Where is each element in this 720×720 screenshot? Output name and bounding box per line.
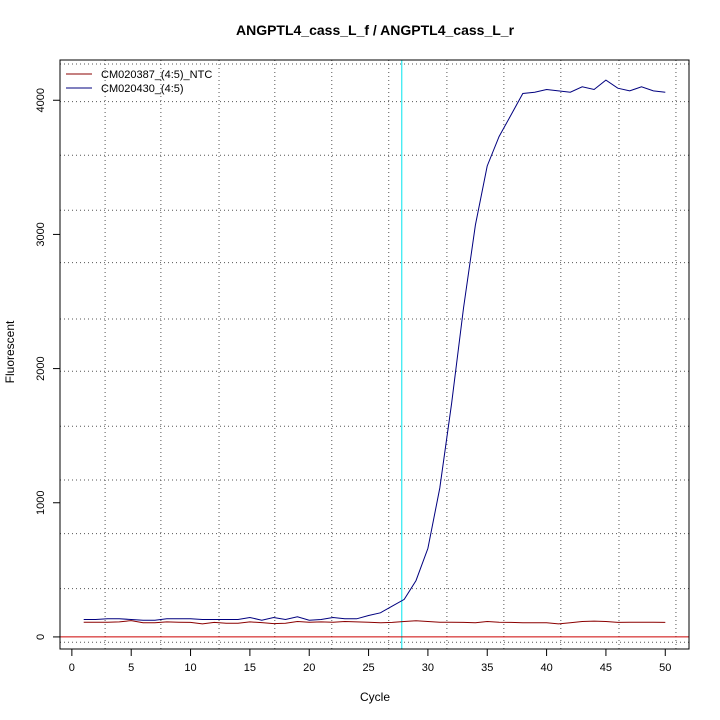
y-tick-label: 3000 <box>35 222 47 246</box>
x-tick-label: 25 <box>362 662 374 674</box>
y-tick-label: 4000 <box>35 88 47 112</box>
x-tick-label: 45 <box>600 662 612 674</box>
x-tick-label: 5 <box>128 662 134 674</box>
x-tick-label: 20 <box>303 662 315 674</box>
x-tick-label: 35 <box>481 662 493 674</box>
y-tick-label: 0 <box>35 634 47 640</box>
x-axis-label: Cycle <box>360 690 390 704</box>
chart-title: ANGPTL4_cass_L_f / ANGPTL4_cass_L_r <box>236 22 515 38</box>
legend: CM020387_(4:5)_NTC CM020430_(4:5) <box>66 69 212 95</box>
x-tick-label: 30 <box>422 662 434 674</box>
grid <box>60 60 689 649</box>
y-tick-label: 2000 <box>35 356 47 380</box>
x-tick-label: 0 <box>69 662 75 674</box>
series-line-2 <box>83 79 666 621</box>
series-line-1 <box>83 620 666 625</box>
x-tick-label: 15 <box>244 662 256 674</box>
x-tick-label: 40 <box>540 662 552 674</box>
series-group <box>60 60 689 649</box>
y-axis-label: Fluorescent <box>3 320 17 383</box>
x-tick-label: 10 <box>184 662 196 674</box>
x-tick-label: 50 <box>659 662 671 674</box>
plot-frame <box>59 59 690 650</box>
legend-label-1: CM020387_(4:5)_NTC <box>101 69 212 81</box>
y-tick-label: 1000 <box>35 491 47 515</box>
legend-label-2: CM020430_(4:5) <box>101 83 184 95</box>
